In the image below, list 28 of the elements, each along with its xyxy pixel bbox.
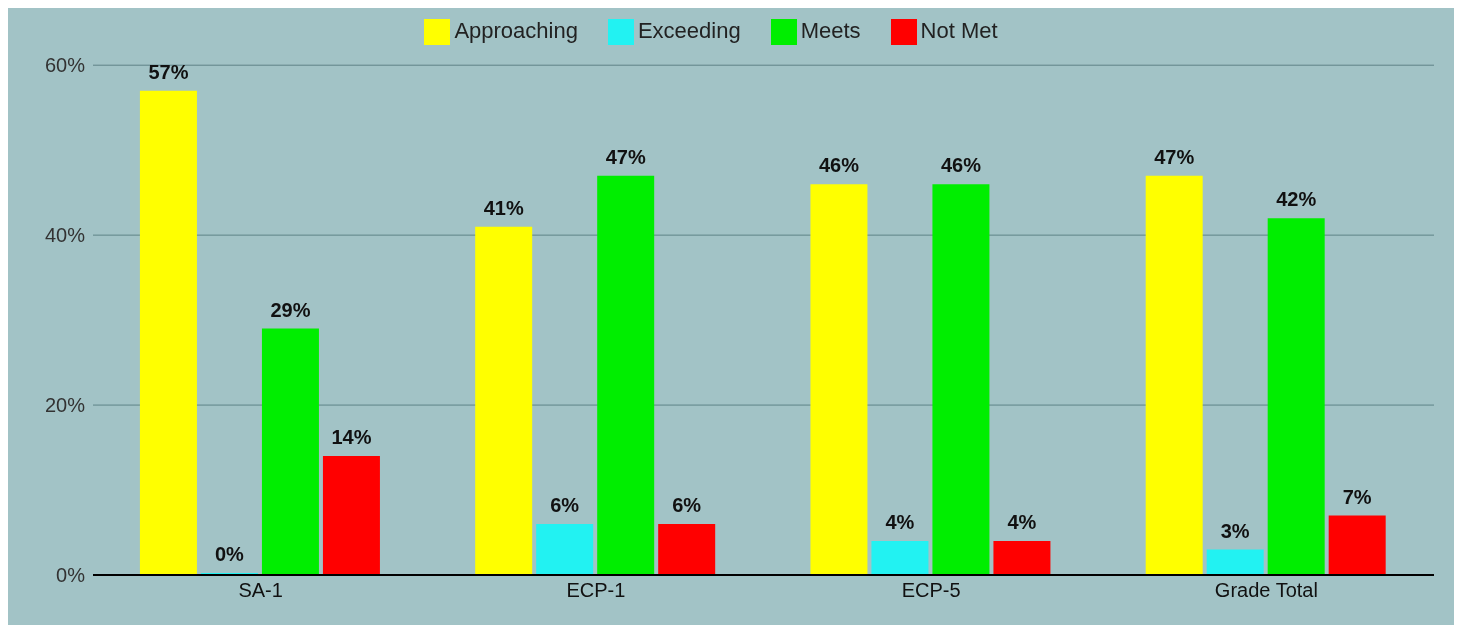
data-label: 41% bbox=[483, 196, 524, 219]
data-label: 46% bbox=[940, 154, 982, 177]
data-label: 46% bbox=[818, 154, 860, 177]
legend-label: Meets bbox=[800, 18, 861, 43]
data-label: 29% bbox=[270, 298, 311, 321]
data-label: 47% bbox=[1154, 145, 1195, 168]
data-label: 47% bbox=[605, 145, 646, 168]
x-tick-label: SA-1 bbox=[238, 579, 283, 602]
data-label: 0% bbox=[214, 543, 245, 565]
legend-label: Exceeding bbox=[637, 18, 741, 43]
data-label: 6% bbox=[550, 494, 580, 517]
legend-label: Approaching bbox=[454, 18, 578, 43]
data-label: 42% bbox=[1276, 188, 1317, 211]
data-label: 4% bbox=[1007, 511, 1037, 534]
data-label: 4% bbox=[885, 511, 915, 534]
y-tick-label: 20% bbox=[44, 394, 86, 417]
x-tick-label: ECP-1 bbox=[566, 579, 626, 602]
data-label: 7% bbox=[1342, 485, 1372, 508]
data-label: 57% bbox=[148, 60, 189, 83]
data-label: 3% bbox=[1220, 519, 1250, 542]
x-tick-label: ECP-5 bbox=[901, 579, 961, 602]
y-tick-label: 0% bbox=[56, 564, 86, 587]
data-label: 14% bbox=[331, 426, 372, 449]
y-tick-label: 40% bbox=[44, 224, 86, 247]
x-tick-label: Grade Total bbox=[1214, 579, 1318, 602]
legend-label: Not Met bbox=[920, 18, 998, 43]
data-label: 6% bbox=[672, 494, 702, 517]
y-tick-label: 60% bbox=[44, 54, 86, 77]
